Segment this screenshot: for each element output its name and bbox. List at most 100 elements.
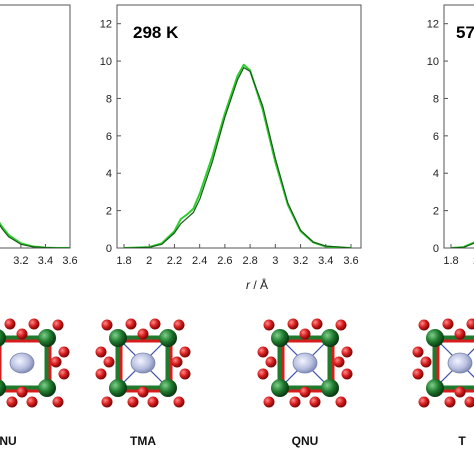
metal-atom [38, 329, 56, 347]
plot-frame [0, 4, 71, 249]
y-tick-label: 10 [427, 56, 439, 68]
oxygen-atom [341, 368, 353, 380]
x-tick-label: 2.4 [192, 255, 207, 267]
guest-molecule [292, 352, 318, 374]
metal-atom [426, 329, 444, 347]
oxygen-atom [263, 319, 275, 331]
x-tick-label: 2.6 [217, 255, 232, 267]
oxygen-atom [418, 396, 430, 408]
oxygen-atom [103, 356, 115, 368]
oxygen-atom [299, 328, 311, 340]
oxygen-atom [16, 328, 28, 340]
metal-atom [159, 379, 177, 397]
x-tick-label: 3.4 [318, 255, 333, 267]
x-tick-label: 3.2 [293, 255, 308, 267]
structure-label: T [458, 434, 466, 448]
x-tick-label: 1.8 [116, 255, 131, 267]
x-axis-title: r / Å [246, 277, 268, 292]
metal-atom [109, 379, 127, 397]
y-tick-label: 6 [433, 131, 439, 143]
guest-molecule [130, 352, 156, 374]
x-tick-label: 3.2 [13, 255, 28, 267]
oxygen-atom [466, 318, 474, 330]
oxygen-atom [335, 319, 347, 331]
oxygen-atom [179, 346, 191, 358]
oxygen-atom [299, 386, 311, 398]
oxygen-atom [101, 319, 113, 331]
oxygen-atom [28, 318, 40, 330]
metal-atom [0, 329, 6, 347]
oxygen-atom [173, 319, 185, 331]
y-tick-label: 4 [433, 168, 439, 180]
oxygen-atom [444, 396, 456, 408]
x-tick-label: 2 [146, 255, 152, 267]
oxygen-atom [6, 396, 18, 408]
panel-label: 57 [456, 23, 474, 42]
oxygen-atom [58, 368, 70, 380]
molecular-structure: T [412, 318, 474, 448]
oxygen-atom [412, 346, 424, 358]
oxygen-atom [147, 396, 159, 408]
chart-center: 298 K 0 2 4 6 8 10 12 1.8 2 2.2 2.4 2.6 2.8 3 3.2 3.4 3… [100, 4, 362, 292]
structure-label: NU [0, 434, 17, 448]
metal-atom [271, 329, 289, 347]
series-line [0, 224, 70, 248]
oxygen-atom [50, 356, 62, 368]
y-tick-label: 0 [433, 243, 439, 255]
x-tick-label: 1.8 [443, 255, 458, 267]
oxygen-atom [16, 386, 28, 398]
structure-label: QNU [292, 434, 319, 448]
metal-atom [109, 329, 127, 347]
oxygen-atom [101, 396, 113, 408]
guest-molecule [9, 352, 35, 374]
metal-atom [321, 329, 339, 347]
oxygen-atom [287, 318, 299, 330]
oxygen-atom [52, 396, 64, 408]
oxygen-atom [173, 396, 185, 408]
molecular-structure: NU [0, 318, 70, 448]
series-line [123, 66, 352, 248]
oxygen-atom [137, 386, 149, 398]
structure-label: TMA [130, 434, 156, 448]
x-tick-label: 3.4 [38, 255, 53, 267]
series-line [450, 242, 474, 248]
y-tick-label: 4 [106, 168, 112, 180]
x-axis-symbol: r [246, 278, 251, 292]
oxygen-atom [418, 319, 430, 331]
x-tick-label: 2.2 [167, 255, 182, 267]
oxygen-atom [4, 318, 16, 330]
x-axis-unit: / Å [250, 277, 268, 292]
plot-frame [116, 4, 362, 249]
guest-molecule [447, 352, 473, 374]
molecular-structure: TMA [95, 318, 191, 448]
oxygen-atom [289, 396, 301, 408]
oxygen-atom [125, 318, 137, 330]
oxygen-atom [127, 396, 139, 408]
oxygen-atom [412, 368, 424, 380]
oxygen-atom [454, 328, 466, 340]
oxygen-atom [263, 396, 275, 408]
y-tick-label: 8 [433, 93, 439, 105]
x-tick-label: 2.8 [242, 255, 257, 267]
oxygen-atom [333, 356, 345, 368]
plot-frame [443, 4, 474, 249]
x-tick-label: 3 [272, 255, 278, 267]
series-line [123, 63, 352, 248]
metal-atom [0, 379, 6, 397]
molecular-structure: QNU [257, 318, 353, 448]
y-tick-label: 2 [433, 206, 439, 218]
x-tick-label: 3.6 [343, 255, 358, 267]
oxygen-atom [26, 396, 38, 408]
oxygen-atom [149, 318, 161, 330]
metal-atom [38, 379, 56, 397]
oxygen-atom [137, 328, 149, 340]
oxygen-atom [454, 386, 466, 398]
oxygen-atom [341, 346, 353, 358]
oxygen-atom [309, 396, 321, 408]
y-tick-label: 6 [106, 131, 112, 143]
metal-atom [321, 379, 339, 397]
oxygen-atom [265, 356, 277, 368]
oxygen-atom [335, 396, 347, 408]
oxygen-atom [179, 368, 191, 380]
